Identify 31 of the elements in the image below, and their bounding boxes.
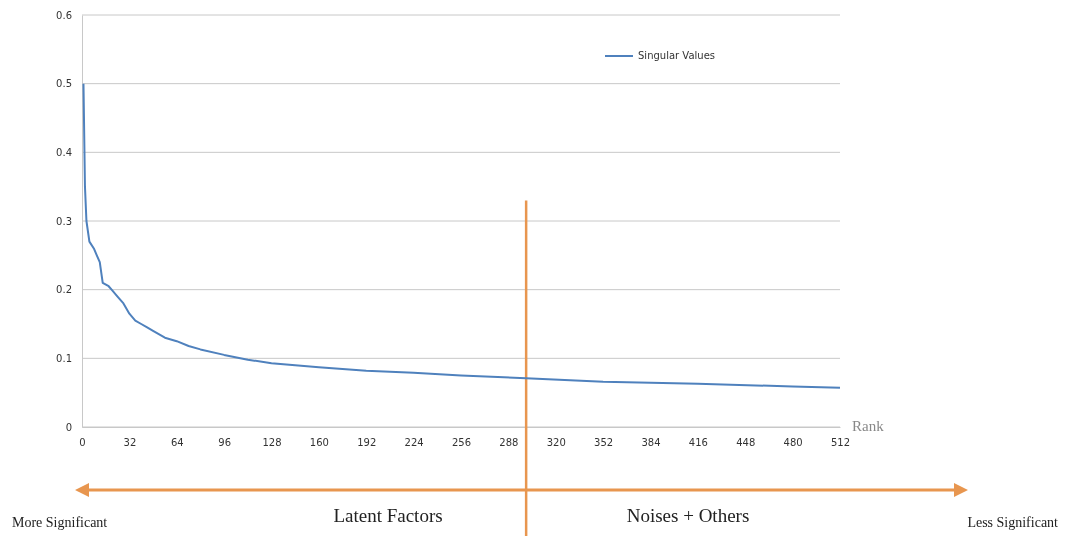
x-tick-label: 192 [357,437,377,449]
x-tick-label: 256 [451,437,472,449]
y-tick-label: 0.2 [56,284,72,296]
y-tick-label: 0.5 [56,78,72,90]
x-tick-label: 320 [546,437,566,449]
y-tick-label: 0.4 [56,147,72,159]
x-tick-label: 480 [783,437,803,449]
y-tick-label: 0.3 [56,215,72,227]
x-tick-label: 416 [688,437,708,449]
text: More Significant [12,515,108,530]
x-tick-label: 128 [262,437,282,449]
x-tick-label: 384 [641,437,661,449]
x-tick-label: 224 [404,437,424,449]
text: Noises + Others [626,505,750,526]
x-tick-label: 512 [830,437,851,449]
y-tick-label: 0.6 [56,9,72,21]
x-tick-label: 64 [170,437,184,449]
x-tick-label: 160 [309,437,329,449]
x-tick-label: 288 [499,437,519,449]
x-tick-label: 352 [594,437,614,449]
x-tick-label: 32 [123,437,137,449]
x-axis-title: Rank [852,418,885,434]
y-tick-label: 0.1 [56,353,72,365]
x-tick-label: 448 [736,437,756,449]
line-series [82,82,841,389]
legend-label: Singular Values [638,50,716,61]
text: Less Significant [967,515,1059,530]
x-tick-label: 96 [218,437,231,449]
x-tick-label: 0 [79,437,86,449]
y-tick-label: 0 [65,421,72,433]
text: Latent Factors [333,505,443,526]
